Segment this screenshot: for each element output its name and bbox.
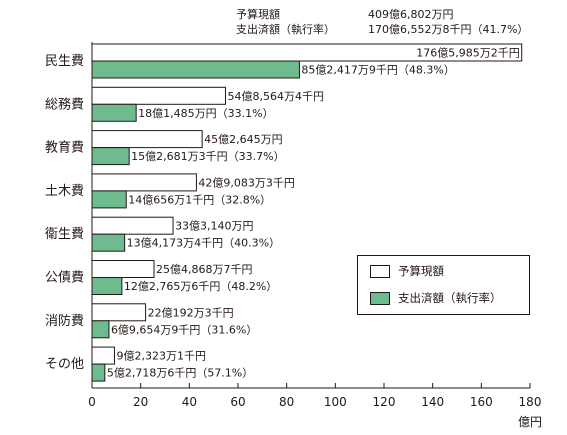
value-label-budget: 176億5,985万2千円: [416, 47, 520, 60]
bar-spent: [91, 103, 137, 122]
bar-budget: [91, 346, 115, 365]
header-budget-value: 409億6,802万円: [368, 8, 454, 21]
bar-budget: [91, 86, 226, 105]
x-tick-label: 40: [182, 395, 197, 409]
value-label-budget: 42億9,083万3千円: [198, 176, 295, 189]
value-label-budget: 45億2,645万円: [204, 133, 283, 146]
bar-spent: [91, 233, 126, 252]
category-label: 消防費: [45, 313, 84, 329]
header-spent-label: 支出済額（執行率）: [236, 23, 335, 36]
x-tick-label: 160: [470, 395, 493, 409]
value-label-budget: 54億8,564万4千円: [227, 90, 324, 103]
category-label: 教育費: [45, 140, 84, 156]
value-label-spent: 13億4,173万4千円（40.3%）: [127, 237, 280, 250]
x-tick-label: 80: [279, 395, 294, 409]
category-label: その他: [45, 357, 84, 372]
value-label-spent: 5億2,718万6千円（57.1%）: [107, 367, 253, 380]
x-tick-label: 140: [421, 395, 444, 409]
value-label-budget: 22億192万3千円: [148, 306, 234, 319]
value-label-budget: 25億4,868万7千円: [156, 263, 253, 276]
bar-budget: [91, 173, 197, 192]
bar-spent: [91, 60, 300, 79]
x-tick-label: 120: [373, 395, 396, 409]
x-tick-label: 60: [230, 395, 245, 409]
value-label-budget: 9億2,323万1千円: [116, 350, 206, 363]
bar-budget: [91, 303, 147, 322]
bar-budget: [91, 216, 174, 235]
bar-spent: [91, 190, 127, 209]
legend-label-budget: 予算現額: [398, 264, 444, 278]
legend-item-spent: 支出済額（執行率）: [370, 290, 502, 306]
x-tick-label: 20: [133, 395, 148, 409]
category-label: 総務費: [45, 97, 84, 112]
bar-spent: [91, 147, 130, 166]
x-tick-label: 180: [519, 395, 542, 409]
category-label: 公債費: [45, 271, 84, 286]
legend-swatch-spent: [370, 291, 390, 305]
x-axis: 0 20 40 60 80 100 120 140 160 180 億円: [88, 42, 542, 429]
bar-spent: [91, 277, 123, 295]
legend-swatch-budget: [370, 264, 390, 278]
value-label-spent: 6億9,654万9千円（31.6%）: [111, 323, 257, 336]
legend: 予算現額 支出済額（執行率）: [357, 255, 530, 315]
header-budget-label: 予算現額: [236, 8, 280, 21]
value-label-budget: 33億3,140万円: [175, 220, 254, 233]
legend-label-spent: 支出済額（執行率）: [398, 291, 502, 305]
legend-item-budget: 予算現額: [370, 263, 444, 279]
header-spent-value: 170億6,552万8千円（41.7%）: [368, 23, 529, 36]
bar-budget: [91, 130, 203, 149]
x-tick-label: 0: [88, 395, 96, 409]
value-labels: 176億5,985万2千円 85億2,417万9千円（48.3%） 54億8,564…: [107, 47, 520, 380]
value-label-spent: 12億2,765万6千円（48.2%）: [124, 280, 277, 293]
category-label: 土木費: [45, 184, 84, 199]
category-label: 衛生費: [45, 227, 84, 242]
bar-spent: [91, 363, 106, 382]
x-axis-unit-label: 億円: [518, 415, 542, 429]
value-label-spent: 15億2,681万3千円（33.7%）: [131, 150, 284, 163]
bar-budget: [91, 260, 155, 278]
value-label-spent: 18億1,485万円（33.1%）: [138, 107, 273, 120]
x-tick-label: 100: [324, 395, 347, 409]
category-label: 民生費: [45, 54, 84, 69]
value-label-spent: 14億656万1千円（32.8%）: [128, 193, 271, 206]
bar-spent: [91, 320, 110, 339]
value-label-spent: 85億2,417万9千円（48.3%）: [301, 64, 454, 77]
